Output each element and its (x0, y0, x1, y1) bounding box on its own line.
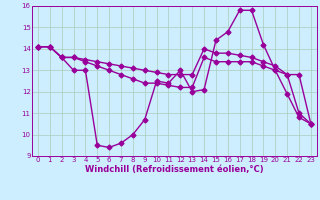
X-axis label: Windchill (Refroidissement éolien,°C): Windchill (Refroidissement éolien,°C) (85, 165, 264, 174)
